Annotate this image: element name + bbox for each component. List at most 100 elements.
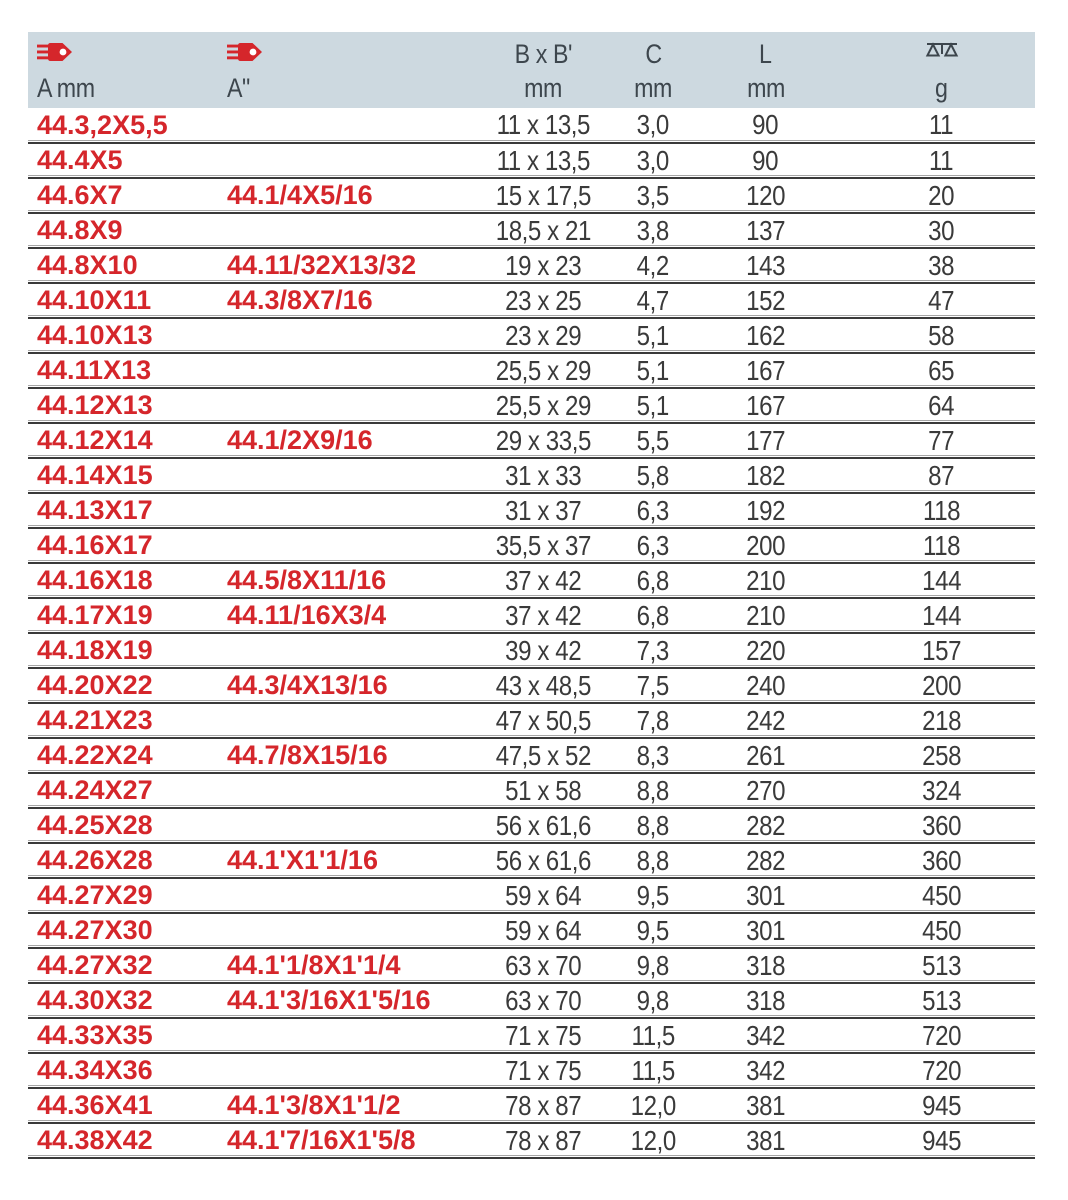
length-cell: 381 — [683, 1088, 848, 1124]
dimension-bxb-cell: 39 x 42 — [463, 633, 623, 669]
column-header-c: C mm — [623, 32, 683, 108]
code-mm-cell: 44.27X29 — [28, 878, 218, 914]
length-cell: 182 — [683, 458, 848, 494]
length-cell: 220 — [683, 633, 848, 669]
weight-cell: 64 — [848, 388, 1035, 424]
code-inch-cell: 44.1'3/16X1'5/16 — [218, 983, 463, 1019]
code-inch-cell: 44.11/16X3/4 — [218, 598, 463, 634]
table-row: 44.36X41 44.1'3/8X1'1/2 78 x 87 12,0 381… — [28, 1088, 1035, 1124]
weight-cell: 38 — [848, 248, 1035, 284]
code-mm-cell: 44.16X18 — [28, 563, 218, 599]
table-row: 44.27X32 44.1'1/8X1'1/4 63 x 70 9,8 318 … — [28, 948, 1035, 984]
dimension-c-cell: 9,8 — [623, 948, 683, 984]
code-mm-cell: 44.10X13 — [28, 318, 218, 354]
dimension-bxb-cell: 71 x 75 — [463, 1018, 623, 1054]
weight-cell: 11 — [848, 143, 1035, 179]
dimension-bxb-cell: 59 x 64 — [463, 878, 623, 914]
table-row: 44.16X17 35,5 x 37 6,3 200 118 — [28, 528, 1035, 564]
code-mm-cell: 44.11X13 — [28, 353, 218, 389]
code-inch-cell — [218, 1053, 463, 1089]
dimension-c-cell: 3,0 — [623, 108, 683, 144]
dimension-c-cell: 6,8 — [623, 598, 683, 634]
length-cell: 342 — [683, 1018, 848, 1054]
dimension-c-cell: 12,0 — [623, 1088, 683, 1124]
code-mm-cell: 44.4X5 — [28, 143, 218, 179]
catalog-spec-page: A mm — [28, 32, 1035, 1159]
table-row: 44.16X18 44.5/8X11/16 37 x 42 6,8 210 14… — [28, 563, 1035, 599]
weight-cell: 218 — [848, 703, 1035, 739]
weight-cell: 450 — [848, 878, 1035, 914]
weight-cell: 157 — [848, 633, 1035, 669]
dimension-bxb-cell: 29 x 33,5 — [463, 423, 623, 459]
length-cell: 282 — [683, 808, 848, 844]
code-inch-cell: 44.1/4X5/16 — [218, 178, 463, 214]
code-mm-cell: 44.16X17 — [28, 528, 218, 564]
code-mm-cell: 44.30X32 — [28, 983, 218, 1019]
spec-table: A mm — [28, 32, 1035, 1159]
table-row: 44.8X10 44.11/32X13/32 19 x 23 4,2 143 3… — [28, 248, 1035, 284]
column-header-l: L mm — [683, 32, 848, 108]
weight-cell: 513 — [848, 983, 1035, 1019]
table-row: 44.22X24 44.7/8X15/16 47,5 x 52 8,3 261 … — [28, 738, 1035, 774]
length-cell: 318 — [683, 948, 848, 984]
table-row: 44.26X28 44.1'X1'1/16 56 x 61,6 8,8 282 … — [28, 843, 1035, 879]
table-row: 44.38X42 44.1'7/16X1'5/8 78 x 87 12,0 38… — [28, 1123, 1035, 1159]
weight-cell: 30 — [848, 213, 1035, 249]
weight-cell: 324 — [848, 773, 1035, 809]
code-inch-cell — [218, 353, 463, 389]
weight-cell: 144 — [848, 563, 1035, 599]
dimension-c-cell: 12,0 — [623, 1123, 683, 1159]
code-inch-cell: 44.3/8X7/16 — [218, 283, 463, 319]
weight-cell: 58 — [848, 318, 1035, 354]
weight-cell: 720 — [848, 1018, 1035, 1054]
table-header: A mm — [28, 32, 1035, 108]
code-inch-cell — [218, 633, 463, 669]
length-cell: 192 — [683, 493, 848, 529]
weight-cell: 945 — [848, 1123, 1035, 1159]
length-cell: 261 — [683, 738, 848, 774]
weight-cell: 11 — [848, 108, 1035, 144]
length-cell: 143 — [683, 248, 848, 284]
dimension-c-cell: 8,8 — [623, 773, 683, 809]
length-cell: 301 — [683, 878, 848, 914]
dimension-c-cell: 6,3 — [623, 493, 683, 529]
dimension-c-cell: 8,8 — [623, 843, 683, 879]
code-mm-cell: 44.3,2X5,5 — [28, 108, 218, 144]
code-mm-cell: 44.17X19 — [28, 598, 218, 634]
weight-cell: 144 — [848, 598, 1035, 634]
length-cell: 270 — [683, 773, 848, 809]
code-mm-cell: 44.22X24 — [28, 738, 218, 774]
dimension-c-cell: 3,5 — [623, 178, 683, 214]
dimension-c-cell: 3,8 — [623, 213, 683, 249]
dimension-c-cell: 11,5 — [623, 1053, 683, 1089]
dimension-c-cell: 4,7 — [623, 283, 683, 319]
dimension-bxb-cell: 71 x 75 — [463, 1053, 623, 1089]
length-cell: 342 — [683, 1053, 848, 1089]
part-code-icon — [227, 41, 263, 63]
weight-cell: 20 — [848, 178, 1035, 214]
dimension-c-cell: 8,8 — [623, 808, 683, 844]
dimension-c-cell: 5,1 — [623, 318, 683, 354]
code-mm-cell: 44.27X30 — [28, 913, 218, 949]
dimension-bxb-cell: 59 x 64 — [463, 913, 623, 949]
code-mm-cell: 44.26X28 — [28, 843, 218, 879]
code-inch-cell — [218, 108, 463, 144]
table-row: 44.13X17 31 x 37 6,3 192 118 — [28, 493, 1035, 529]
dimension-c-cell: 9,8 — [623, 983, 683, 1019]
length-cell: 240 — [683, 668, 848, 704]
code-mm-cell: 44.14X15 — [28, 458, 218, 494]
length-cell: 282 — [683, 843, 848, 879]
table-row: 44.14X15 31 x 33 5,8 182 87 — [28, 458, 1035, 494]
code-inch-cell — [218, 143, 463, 179]
dimension-bxb-cell: 31 x 37 — [463, 493, 623, 529]
length-cell: 210 — [683, 563, 848, 599]
code-inch-cell — [218, 773, 463, 809]
dimension-bxb-cell: 35,5 x 37 — [463, 528, 623, 564]
code-inch-cell — [218, 703, 463, 739]
column-unit: mm — [524, 73, 562, 103]
length-cell: 210 — [683, 598, 848, 634]
dimension-bxb-cell: 47 x 50,5 — [463, 703, 623, 739]
dimension-bxb-cell: 56 x 61,6 — [463, 843, 623, 879]
code-inch-cell — [218, 388, 463, 424]
table-row: 44.12X14 44.1/2X9/16 29 x 33,5 5,5 177 7… — [28, 423, 1035, 459]
